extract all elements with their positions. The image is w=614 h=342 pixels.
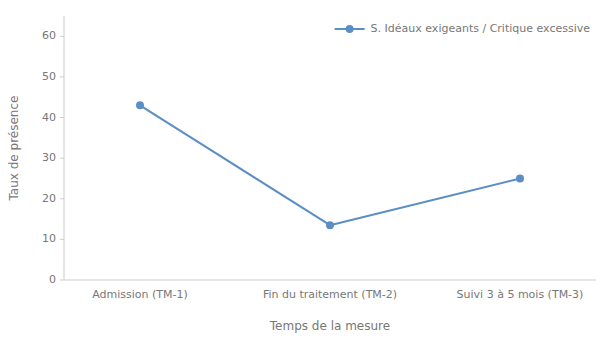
x-axis-label: Temps de la mesure <box>269 319 390 333</box>
y-tick-label: 10 <box>42 232 56 245</box>
x-tick-label: Suivi 3 à 5 mois (TM-3) <box>457 288 584 301</box>
y-axis-label: Taux de présence <box>7 96 21 202</box>
y-tick <box>60 158 64 159</box>
series-marker <box>136 101 144 109</box>
y-tick <box>60 36 64 37</box>
series-marker <box>326 221 334 229</box>
y-tick <box>60 76 64 77</box>
x-axis-line <box>64 280 596 281</box>
y-tick-label: 0 <box>49 273 56 286</box>
plot-area <box>136 101 524 229</box>
x-tick-label: Admission (TM-1) <box>92 288 188 301</box>
legend-label: S. Idéaux exigeants / Critique excessive <box>371 22 591 35</box>
y-tick <box>60 117 64 118</box>
legend: S. Idéaux exigeants / Critique excessive <box>335 22 591 35</box>
y-tick-label: 50 <box>42 70 56 83</box>
y-tick <box>60 280 64 281</box>
y-tick-label: 40 <box>42 111 56 124</box>
y-tick <box>60 239 64 240</box>
chart-container: 0 10 20 30 40 50 60 Admission (TM-1) Fin du trai… <box>0 0 614 342</box>
x-tick-label: Fin du traitement (TM-2) <box>263 288 397 301</box>
series-line <box>140 105 520 225</box>
y-tick-label: 20 <box>42 192 56 205</box>
y-axis-line <box>64 16 65 280</box>
legend-marker <box>346 25 354 33</box>
y-tick <box>60 198 64 199</box>
y-tick-label: 60 <box>42 29 56 42</box>
chart-svg: 0 10 20 30 40 50 60 Admission (TM-1) Fin du trai… <box>0 0 614 342</box>
series-marker <box>516 174 524 182</box>
y-tick-label: 30 <box>42 151 56 164</box>
